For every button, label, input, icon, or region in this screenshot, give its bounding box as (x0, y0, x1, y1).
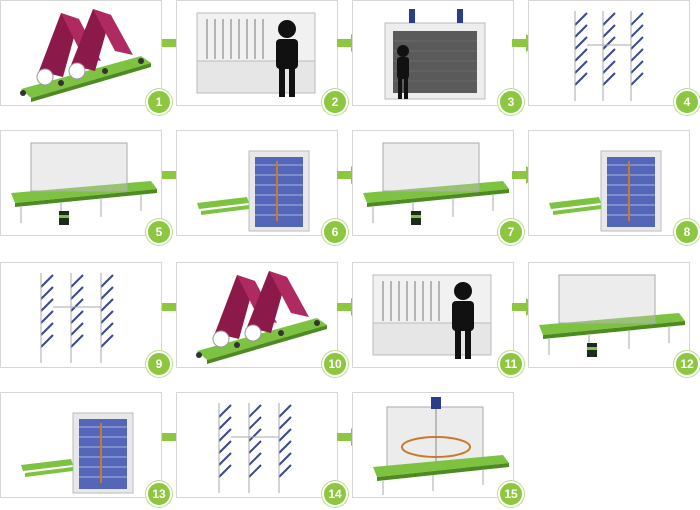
step-card-10: 10 (176, 262, 348, 377)
drying-tower-illustration (197, 150, 310, 232)
step-card-12: 12 (528, 262, 700, 377)
step-number-badge: 11 (498, 351, 524, 377)
step-number-badge: 2 (322, 89, 348, 115)
step-number-badge: 15 (498, 481, 524, 507)
step-card-15: 15 (352, 392, 524, 507)
cabinet-worker-illustration (372, 274, 492, 359)
hanging-racks-illustration (218, 403, 292, 493)
step-number-badge: 10 (322, 351, 348, 377)
fabric-rolls-illustration (20, 9, 151, 102)
rotating-table-illustration (373, 397, 509, 495)
step-number-badge: 13 (146, 481, 172, 507)
step-card-8: 8 (528, 130, 700, 245)
step-number-badge: 5 (146, 219, 172, 245)
drying-tower-illustration (21, 412, 134, 494)
frame-over-conveyor-illustration (363, 142, 509, 225)
frame-over-conveyor-illustration (11, 142, 157, 225)
frame-over-conveyor-illustration (539, 274, 685, 357)
step-card-2: 2 (176, 0, 348, 115)
step-number-badge: 1 (146, 89, 172, 115)
step-number-badge: 12 (674, 351, 700, 377)
step-number-badge: 3 (498, 89, 524, 115)
step-card-4: 4 (528, 0, 700, 115)
step-card-1: 1 (0, 0, 172, 115)
step-number-badge: 6 (322, 219, 348, 245)
fabric-rolls-illustration (196, 271, 327, 364)
step-card-6: 6 (176, 130, 348, 245)
spray-booth-worker-illustration (384, 9, 486, 100)
step-card-14: 14 (176, 392, 348, 507)
hanging-racks-illustration (40, 273, 114, 363)
step-number-badge: 14 (322, 481, 348, 507)
step-number-badge: 4 (674, 89, 700, 115)
hanging-racks-illustration (574, 11, 644, 101)
step-card-5: 5 (0, 130, 172, 245)
step-number-badge: 8 (674, 219, 700, 245)
step-number-badge: 7 (498, 219, 524, 245)
step-card-7: 7 (352, 130, 524, 245)
cabinet-worker-illustration (196, 12, 316, 97)
step-card-3: 3 (352, 0, 524, 115)
step-card-13: 13 (0, 392, 172, 507)
step-card-9: 9 (0, 262, 172, 377)
step-number-badge: 9 (146, 351, 172, 377)
drying-tower-illustration (549, 150, 662, 232)
step-card-11: 11 (352, 262, 524, 377)
